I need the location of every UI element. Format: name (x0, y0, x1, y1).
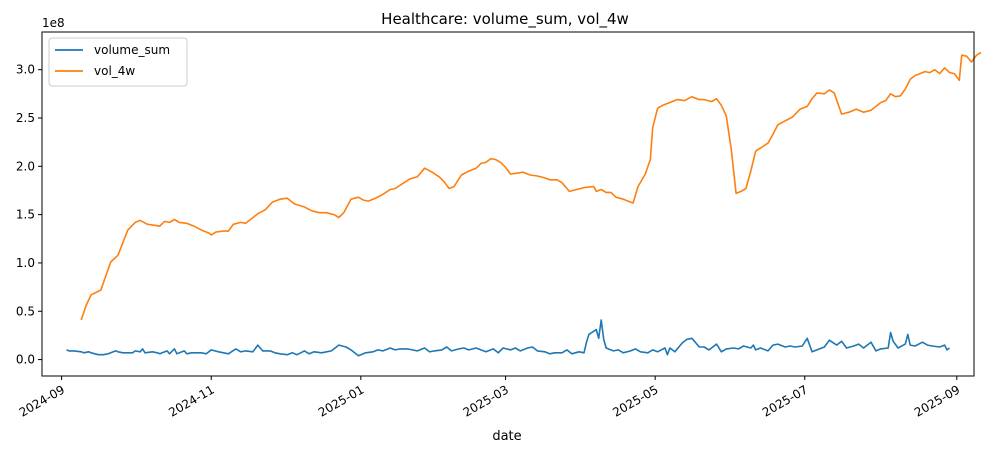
series-line-vol_4w (80, 51, 981, 321)
y-tick-label: 2.0 (16, 159, 35, 173)
legend-label-vol_4w: vol_4w (94, 64, 135, 78)
y-tick-label: 2.5 (16, 111, 35, 125)
legend-box (48, 37, 188, 87)
y-tick-label: 1.0 (16, 256, 35, 270)
plot-area (41, 31, 975, 377)
y-tick-label: 0.0 (16, 353, 35, 367)
x-axis-label: date (492, 429, 521, 444)
legend-label-volume_sum: volume_sum (94, 43, 170, 57)
y-tick-label: 1.5 (16, 208, 35, 222)
y-axis: 0.0 0.5 1.0 1.5 2.0 2.5 3.0 (16, 63, 42, 367)
series-line-volume_sum (66, 319, 950, 357)
y-tick-label: 0.5 (16, 304, 35, 318)
y-axis-scale-label: 1e8 (42, 16, 65, 30)
legend: volume_sum vol_4w (48, 37, 188, 87)
chart-title: Healthcare: volume_sum, vol_4w (381, 10, 629, 29)
y-tick-label: 3.0 (16, 63, 35, 77)
series-layer (66, 51, 981, 357)
